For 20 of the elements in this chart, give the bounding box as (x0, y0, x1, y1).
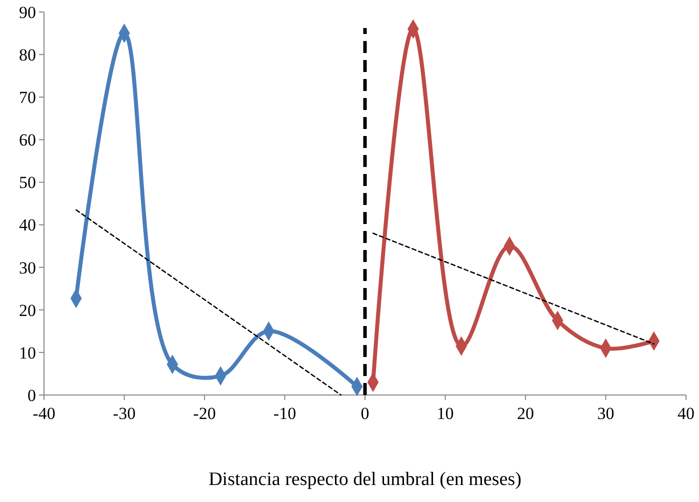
x-tick-label: -20 (193, 404, 216, 423)
x-tick-label: 10 (436, 404, 454, 423)
y-tick-label: 60 (19, 130, 36, 150)
x-tick-label: 40 (678, 404, 694, 423)
y-tick-label: 80 (19, 46, 36, 65)
y-tick-label: 30 (19, 258, 36, 278)
y-tick-label: 0 (28, 386, 36, 405)
x-tick-label: -10 (273, 404, 296, 423)
y-tick-label: 70 (19, 88, 36, 108)
x-tick-label: -30 (112, 404, 136, 423)
y-tick-label: 50 (19, 173, 36, 192)
y-tick-label: 90 (19, 2, 36, 22)
x-tick-label: -40 (32, 404, 56, 423)
y-tick-label: 40 (19, 216, 36, 235)
y-tick-label: 20 (19, 300, 36, 320)
x-tick-label: 30 (597, 404, 614, 423)
y-tick-label: 10 (19, 343, 36, 362)
x-tick-label: 0 (360, 404, 370, 423)
x-axis-title: Distancia respecto del umbral (en meses) (208, 469, 522, 490)
x-tick-label: 20 (517, 404, 534, 423)
